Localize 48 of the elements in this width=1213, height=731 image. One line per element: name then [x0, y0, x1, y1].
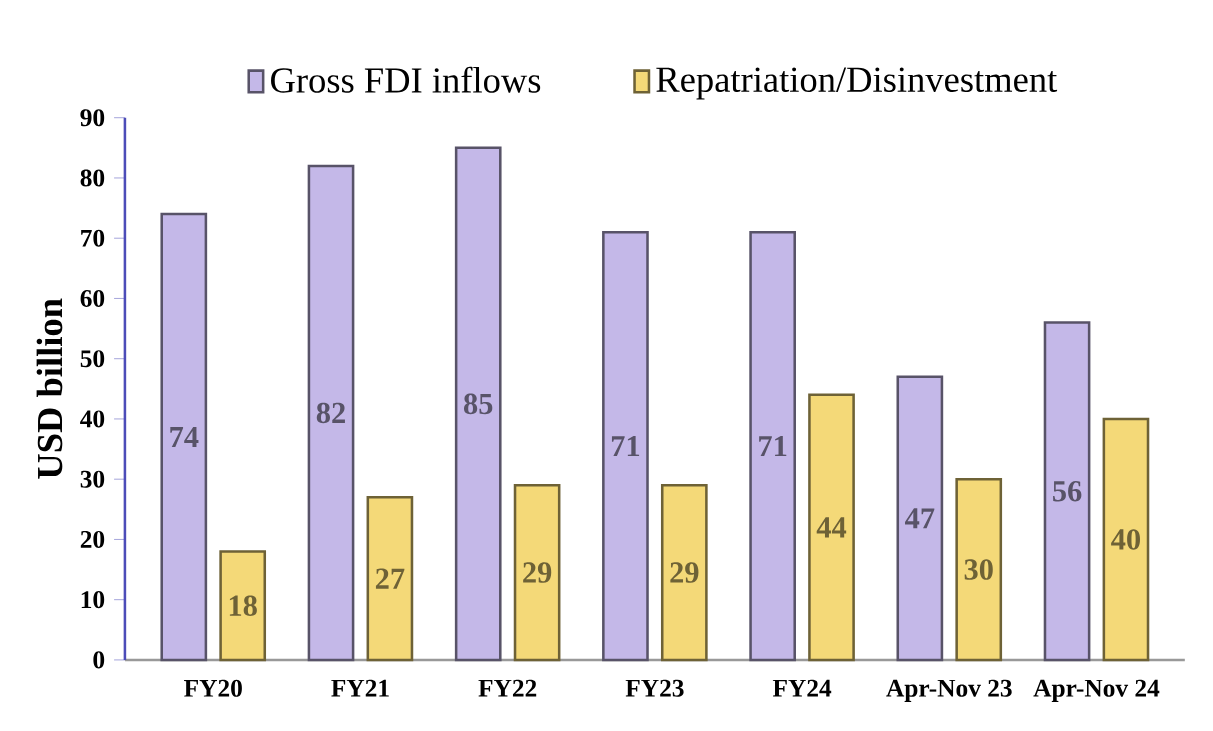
- data-label: 29: [523, 562, 552, 583]
- bar: [1102, 417, 1150, 662]
- data-label: 71: [759, 436, 787, 457]
- y-tick-label: 40: [80, 410, 105, 428]
- x-tick-label: FY22: [478, 679, 537, 697]
- y-tick-label: 70: [81, 229, 105, 247]
- data-label: 27: [375, 568, 405, 589]
- bar: [749, 231, 796, 662]
- legend-label: Repatriation/Disinvestment: [656, 67, 1058, 100]
- x-tick-label: FY20: [184, 679, 242, 697]
- data-label: 82: [316, 402, 345, 424]
- y-tick-label: 0: [93, 651, 105, 669]
- bar: [955, 478, 1003, 662]
- data-label: 56: [1053, 481, 1082, 502]
- x-tick-label: FY21: [331, 679, 389, 697]
- x-tick-label: FY24: [772, 679, 832, 697]
- data-label: 71: [611, 436, 640, 457]
- y-tick-label: 20: [80, 531, 105, 549]
- bar: [1043, 321, 1091, 662]
- bar: [219, 550, 267, 662]
- bar: [660, 484, 708, 662]
- data-label: 40: [1111, 529, 1140, 550]
- y-tick-label: 90: [80, 109, 105, 127]
- y-tick-label: 30: [80, 470, 105, 488]
- y-tick-label: 10: [81, 591, 105, 609]
- bar: [366, 496, 414, 662]
- bar: [602, 231, 649, 662]
- bar: [513, 484, 561, 662]
- bar: [454, 146, 502, 662]
- x-tick-label: Apr-Nov 24: [1033, 679, 1160, 703]
- bar: [808, 393, 855, 662]
- y-tick-label: 60: [80, 290, 105, 308]
- data-label: 29: [670, 562, 699, 583]
- y-tick-label: 80: [80, 169, 105, 187]
- x-tick-label: Apr-Nov 23: [886, 679, 1012, 703]
- x-tick-label: FY23: [625, 679, 684, 697]
- data-label: 47: [905, 508, 935, 529]
- y-tick-label: 50: [80, 350, 105, 368]
- bar: [307, 164, 355, 662]
- bar: [896, 375, 944, 662]
- data-label: 30: [964, 559, 993, 580]
- legend-label: Gross FDI inflows: [271, 66, 541, 93]
- data-label: 74: [170, 427, 199, 448]
- data-label: 85: [463, 393, 493, 415]
- y-axis-title: USD billion: [36, 298, 63, 479]
- data-label: 44: [816, 517, 847, 538]
- bar: [160, 212, 208, 662]
- data-label: 18: [229, 595, 257, 617]
